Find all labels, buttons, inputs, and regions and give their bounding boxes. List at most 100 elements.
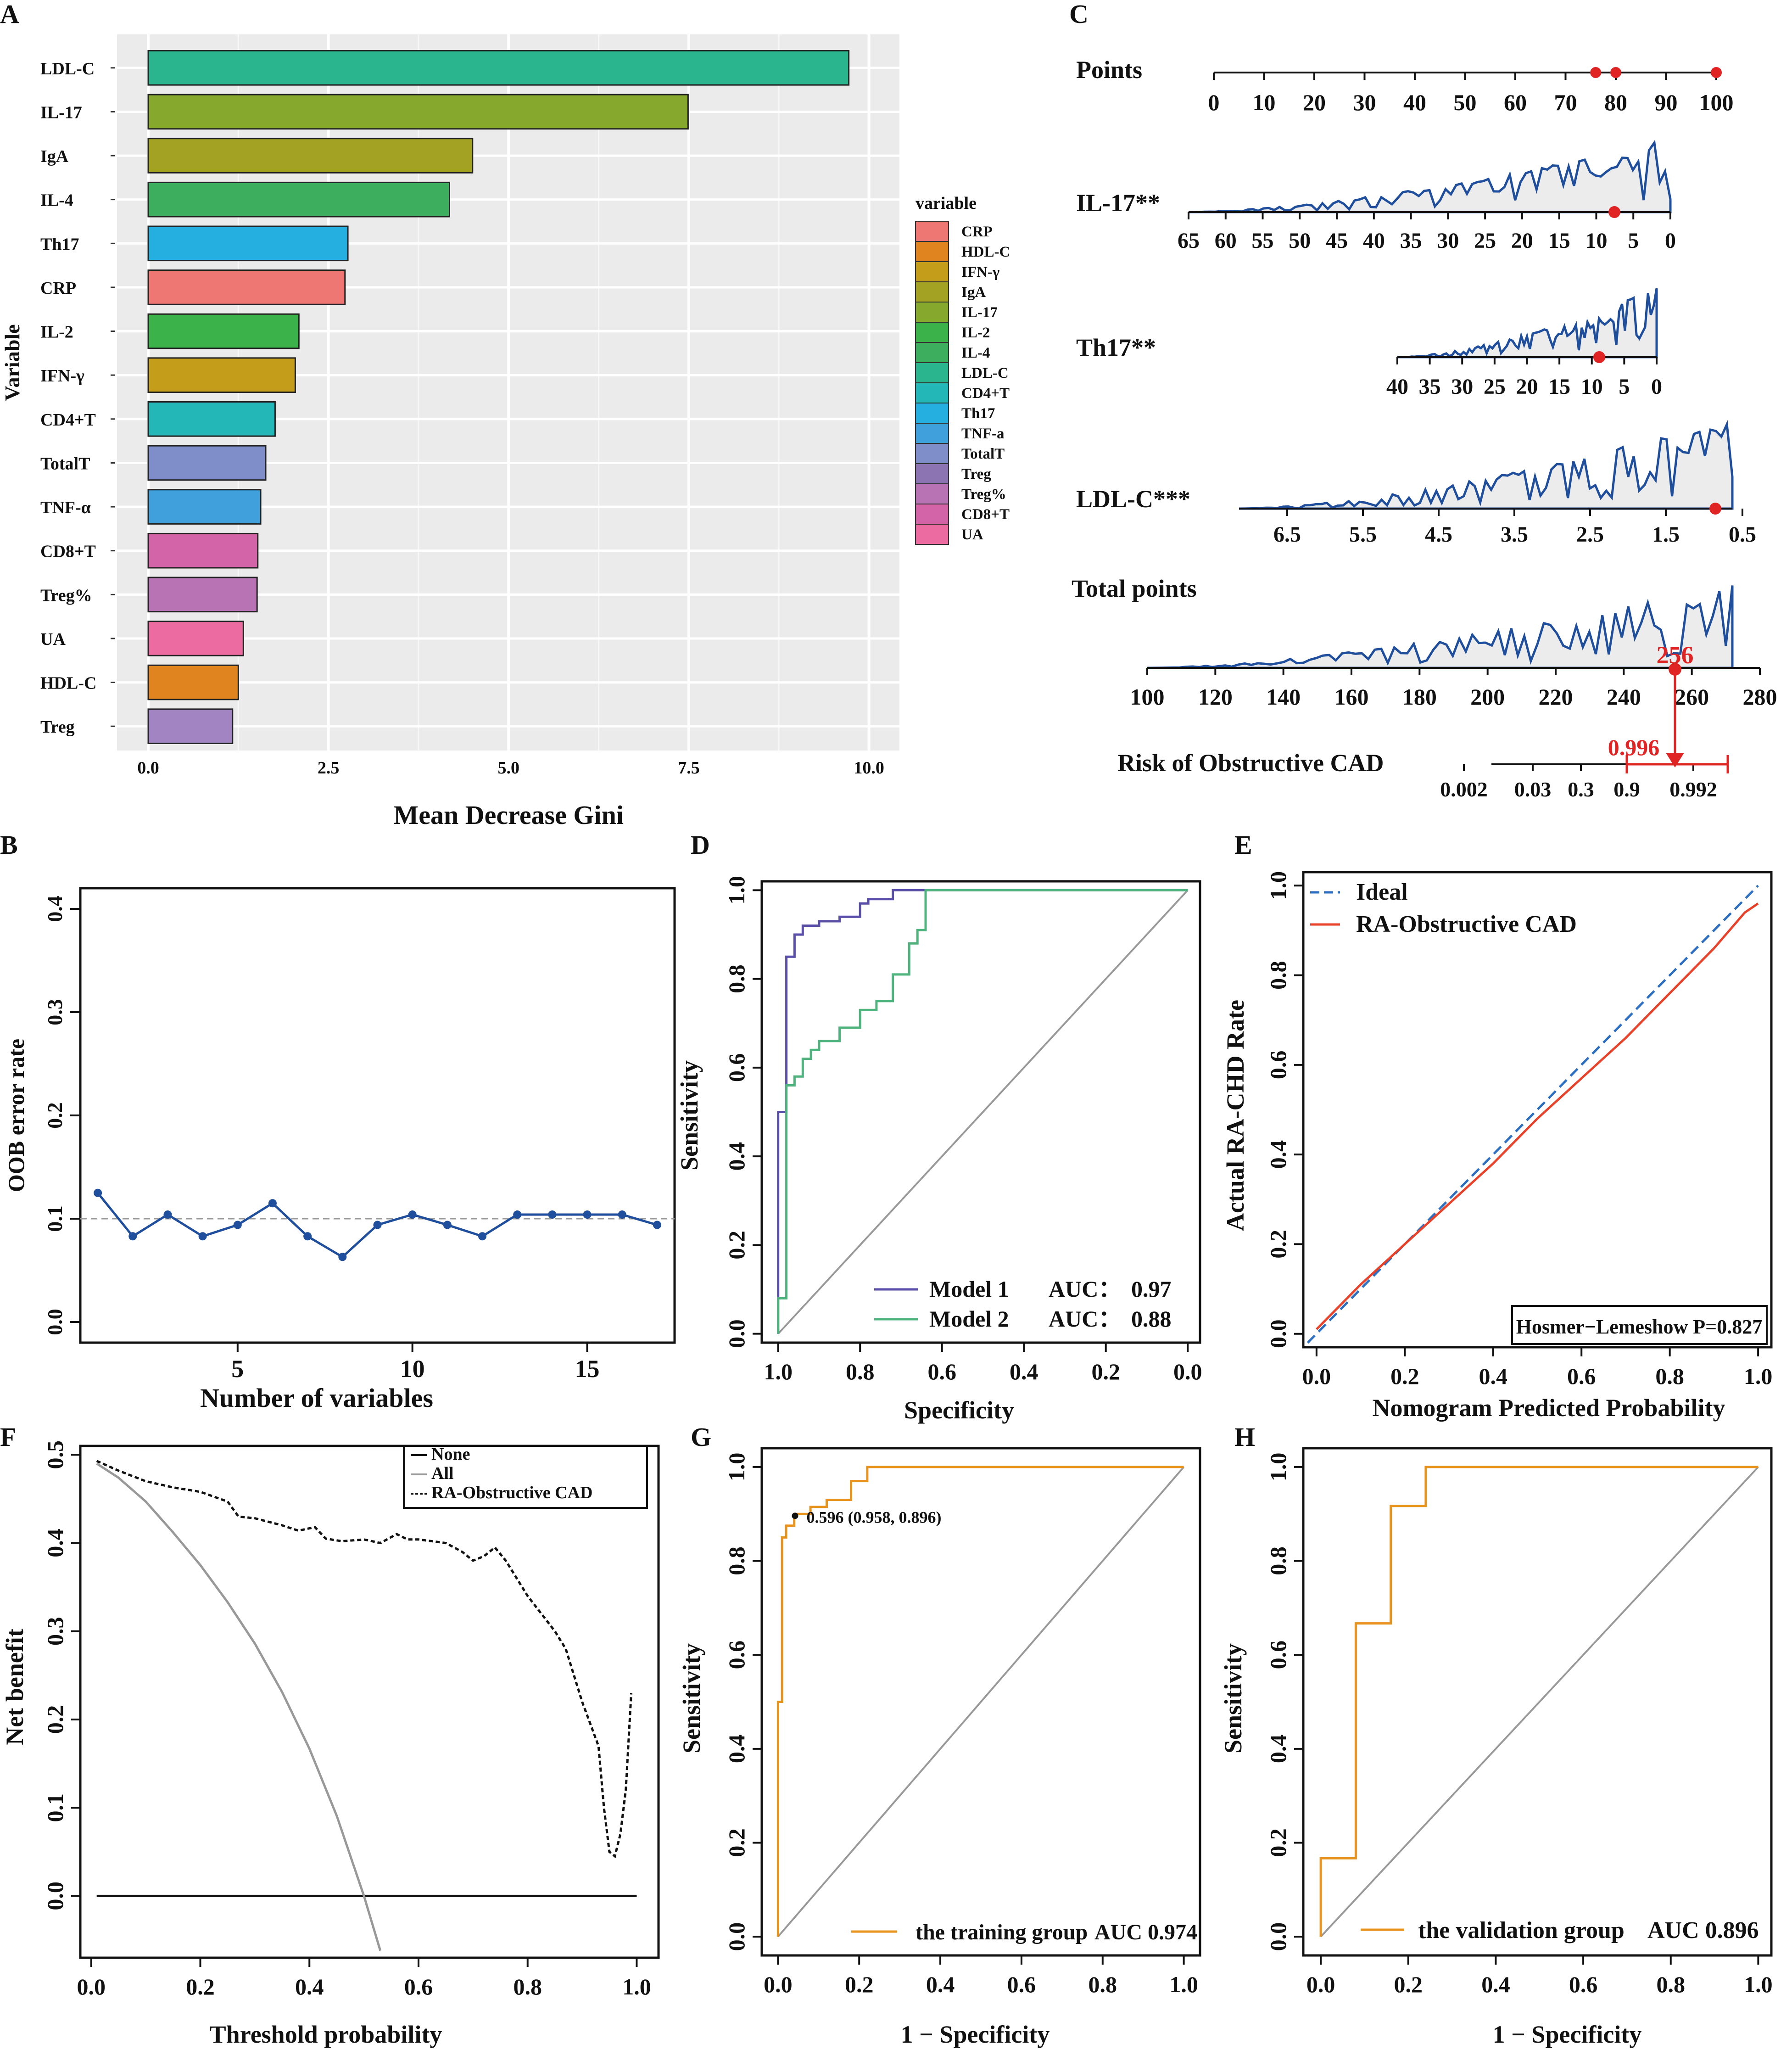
y-tick-label: 0.2: [724, 1231, 749, 1260]
category-label: UA: [40, 630, 66, 649]
il17-tick-label: 45: [1326, 229, 1348, 253]
legend-label: the training group: [916, 1920, 1088, 1944]
bar-Treg%: [147, 577, 258, 613]
y-tick-label: 0.0: [724, 1922, 749, 1951]
legend-label: CRP: [961, 224, 993, 240]
x-tick-label: 1.0: [764, 1359, 793, 1384]
x-axis-title: Mean Decrease Gini: [394, 800, 624, 830]
y-tick-label: 0.8: [724, 1546, 749, 1575]
bar-LDL-C: [147, 50, 850, 86]
x-tick-label: 0.8: [1655, 1363, 1684, 1389]
legend-swatch-CD8+T: [915, 504, 949, 525]
ldlc-tick-label: 1.5: [1652, 522, 1680, 547]
x-tick-label: 0.6: [1007, 1972, 1036, 1997]
il17-tick-label: 20: [1511, 229, 1533, 253]
total-tick-label: 120: [1198, 684, 1233, 710]
threshold-point: [792, 1512, 798, 1519]
x-axis-title: Threshold probability: [210, 2021, 442, 2048]
legend-swatch-TotalT: [915, 443, 949, 464]
x-tick-label: 0.2: [186, 1974, 215, 2000]
data-point: [233, 1221, 242, 1229]
il17-tick-label: 35: [1400, 229, 1422, 253]
legend-swatch-IL-17: [915, 302, 949, 323]
x-tick-label: 0.2: [1091, 1359, 1120, 1384]
bar-IgA: [147, 138, 474, 174]
ldlc-tick-label: 6.5: [1273, 522, 1301, 547]
bar-UA: [147, 621, 244, 656]
category-label: TotalT: [40, 454, 90, 473]
diagonal-reference: [1320, 1466, 1759, 1938]
y-tick-label: 0.8: [1265, 961, 1291, 990]
y-axis-title: Actual RA-CHD Rate: [1222, 1000, 1249, 1231]
data-point: [303, 1232, 312, 1241]
legend-label: RA-Obstructive CAD: [1356, 911, 1577, 937]
y-tick-label: 0.2: [1265, 1828, 1291, 1857]
total-tick-label: 260: [1675, 684, 1709, 710]
y-tick-label: 0.1: [43, 1205, 67, 1232]
il17-tick-label: 25: [1474, 229, 1496, 253]
x-tick-label: 1.0: [1744, 1972, 1773, 1997]
decision-curve-All: [96, 1462, 382, 1951]
y-tick-label: 0.6: [724, 1641, 749, 1669]
il17-tick-label: 40: [1363, 229, 1385, 253]
category-label: IL-4: [40, 191, 73, 210]
plot-frame: [1302, 1447, 1773, 1957]
data-point: [198, 1232, 207, 1241]
x-tick-label: 15: [575, 1355, 600, 1383]
bar-TNF-α: [147, 489, 262, 525]
risk-tick-label: 0.03: [1514, 778, 1552, 801]
th17-tick-label: 30: [1451, 375, 1473, 399]
il17-tick-label: 50: [1289, 229, 1311, 253]
x-tick-label: 0.0: [137, 758, 159, 778]
th17-tick-label: 0: [1651, 375, 1662, 399]
th17-tick-label: 5: [1619, 375, 1630, 399]
x-axis-title: 1 − Specificity: [901, 2021, 1050, 2048]
threshold-label: 0.596 (0.958, 0.896): [807, 1508, 942, 1526]
ldlc-density: [1239, 420, 1734, 510]
data-point: [408, 1210, 417, 1219]
legend-label: TNF-a: [961, 426, 1005, 442]
legend-label: TotalT: [961, 446, 1005, 462]
ldlc-tick-label: 0.5: [1729, 522, 1756, 547]
category-label: CD8+T: [40, 542, 96, 561]
legend-label: IL-2: [961, 325, 990, 341]
panel-h-roc-validation: 0.0 0.2 0.4 0.6 0.8 1.0 0.0 0.2 0.4 0.6 0.8 1.0 the …: [1219, 1447, 1773, 2048]
legend-label: CD8+T: [961, 506, 1010, 523]
panel-label-b: B: [0, 830, 18, 860]
diagonal-reference: [777, 889, 1189, 1335]
legend-label: Th17: [961, 405, 995, 422]
y-tick-label: 1.0: [1265, 871, 1291, 900]
row-label: Risk of Obstructive CAD: [1117, 749, 1384, 777]
bar-Th17: [147, 225, 349, 262]
legend-label: Model 1: [929, 1276, 1009, 1302]
x-tick-label: 0.4: [1481, 1972, 1510, 1997]
legend-label: LDL-C: [961, 365, 1009, 381]
x-tick-label: 0.0: [1173, 1359, 1202, 1384]
bar-IL-17: [147, 94, 689, 130]
plot-frame: [1302, 871, 1773, 1349]
y-tick-label: 1.0: [724, 876, 749, 905]
legend-label: Model 2: [929, 1306, 1009, 1332]
y-tick-label: 0.8: [724, 964, 749, 993]
il17-tick-label: 60: [1215, 229, 1237, 253]
data-point: [583, 1210, 592, 1219]
legend-label: IL-17: [961, 304, 998, 321]
legend-swatch-TNF-a: [915, 423, 949, 444]
category-label: CRP: [40, 279, 76, 298]
y-tick-label: 0.4: [724, 1735, 749, 1764]
x-tick-label: 0.4: [926, 1972, 955, 1997]
x-tick-label: 0.4: [1010, 1359, 1038, 1384]
auc-label: AUC：: [1049, 1276, 1121, 1302]
data-point: [338, 1253, 347, 1261]
y-tick-label: 0.0: [1265, 1922, 1291, 1951]
x-axis-title: Number of variables: [200, 1383, 433, 1413]
category-label: IL-17: [40, 103, 82, 122]
legend-label: UA: [961, 527, 983, 543]
y-tick-label: 0.0: [724, 1319, 749, 1348]
panel-label-g: G: [691, 1422, 711, 1452]
total-tick-label: 280: [1743, 684, 1777, 710]
x-tick-label: 0.6: [404, 1974, 433, 2000]
legend-swatch-IL-2: [915, 322, 949, 343]
bar-TotalT: [147, 445, 267, 481]
ldlc-tick-label: 4.5: [1425, 522, 1452, 547]
